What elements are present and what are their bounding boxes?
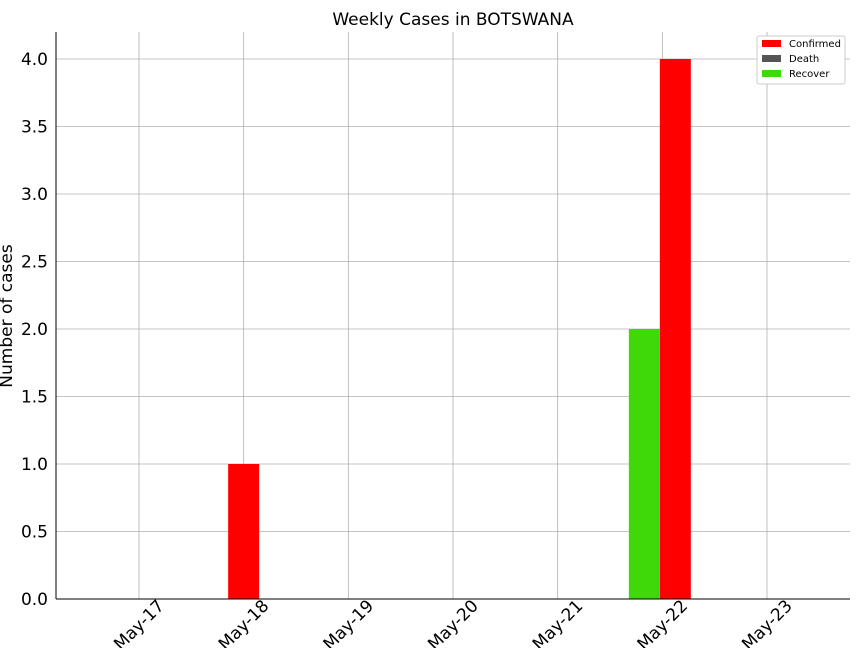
y-tick-label: 3.0 [21, 185, 48, 205]
x-tick-label: May-21 [529, 596, 587, 648]
y-tick-label: 4.0 [21, 50, 48, 70]
y-tick-label: 0.0 [21, 590, 48, 610]
legend-label-recover: Recover [789, 69, 830, 80]
y-tick-label: 2.0 [21, 320, 48, 340]
legend-swatch-death [762, 55, 781, 62]
y-tick-label: 3.5 [21, 118, 48, 138]
chart-title: Weekly Cases in BOTSWANA [332, 10, 574, 30]
bars [228, 59, 691, 599]
x-tick-label: May-17 [110, 596, 168, 648]
x-tick-label: May-18 [215, 596, 273, 648]
x-tick-label: May-19 [320, 596, 378, 648]
grid-lines [56, 32, 850, 600]
legend-label-death: Death [789, 54, 819, 65]
y-tick-label: 2.5 [21, 253, 48, 273]
bar-confirmed-may-22 [659, 59, 691, 599]
y-tick-label: 1.0 [21, 455, 48, 475]
y-tick-label: 0.5 [21, 523, 48, 543]
y-tick-labels: 0.0 0.5 1.0 1.5 2.0 2.5 3.0 3.5 4.0 [21, 50, 48, 610]
legend-swatch-confirmed [762, 40, 781, 47]
x-tick-labels: May-17 May-18 May-19 May-20 May-21 May-22 May-… [110, 596, 796, 648]
legend-swatch-recover [762, 70, 781, 77]
bar-recover-may-22 [628, 329, 660, 599]
legend-label-confirmed: Confirmed [789, 39, 841, 50]
bar-confirmed-may-18 [228, 464, 260, 599]
axes [55, 32, 850, 600]
y-axis-label: Number of cases [0, 244, 17, 388]
y-tick-label: 1.5 [21, 388, 48, 408]
x-tick-label: May-23 [738, 596, 796, 648]
x-tick-label: May-22 [634, 596, 692, 648]
legend: Confirmed Death Recover [756, 35, 846, 85]
x-tick-label: May-20 [424, 596, 482, 648]
